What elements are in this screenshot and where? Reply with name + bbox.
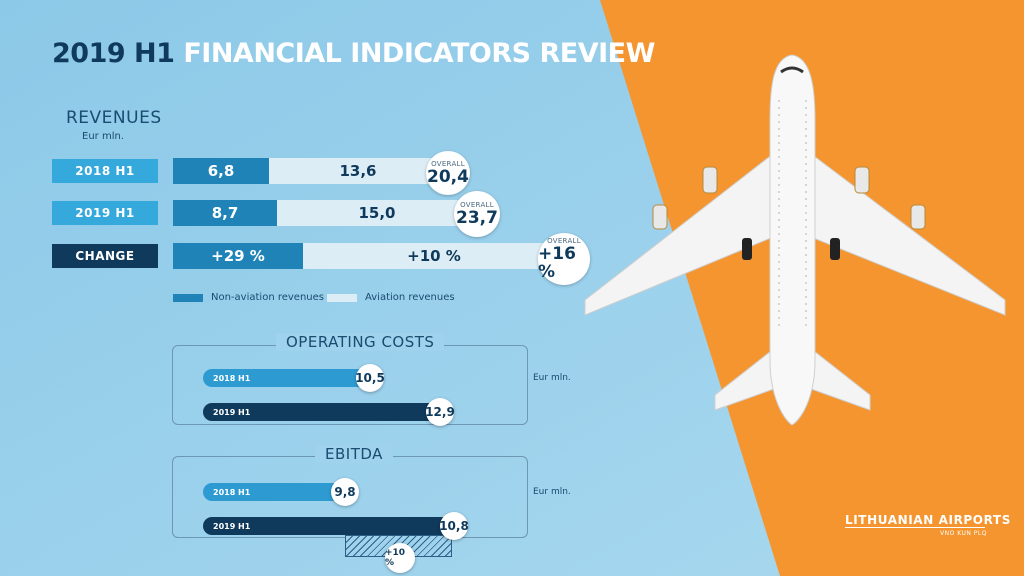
overall-caption: OVERALL xyxy=(460,201,494,209)
company-logo-codes: VNO KUN PLQ xyxy=(940,530,987,537)
overall-value: 20,4 xyxy=(427,167,469,187)
operating-costs-heading: OPERATING COSTS xyxy=(276,333,445,351)
overall-bubble-change: OVERALL +16 % xyxy=(538,233,590,285)
legend-non-aviation: Non-aviation revenues xyxy=(173,292,324,303)
revenue-row-label-2019: 2019 H1 xyxy=(52,201,158,225)
legend-swatch-light xyxy=(327,293,357,302)
page-title: 2019 H1 FINANCIAL INDICATORS REVIEW xyxy=(52,38,655,69)
ebitda-value-2019: 10,8 xyxy=(439,512,469,540)
overall-value: 23,7 xyxy=(456,208,498,228)
overall-caption: OVERALL xyxy=(547,237,581,245)
revenue-bar-non-aviation-2019: 8,7 xyxy=(173,200,277,226)
legend-label: Aviation revenues xyxy=(365,292,455,303)
opex-value-2018: 10,5 xyxy=(355,364,385,392)
legend-swatch-dark xyxy=(173,293,203,302)
ebitda-unit: Eur mln. xyxy=(533,487,571,497)
revenue-row-label-2018: 2018 H1 xyxy=(52,159,158,183)
company-logo: LITHUANIAN AIRPORTS xyxy=(845,513,1011,527)
ebitda-bar-2019: 2019 H1 xyxy=(203,517,458,535)
overall-bubble-2018: OVERALL 20,4 xyxy=(426,151,470,195)
overall-value: +16 % xyxy=(538,244,576,282)
opex-bar-2019: 2019 H1 xyxy=(203,403,443,421)
revenue-bar-aviation-2018: 13,6 xyxy=(269,158,447,184)
revenue-change-aviation: +10 % xyxy=(303,243,565,269)
revenues-unit: Eur mln. xyxy=(82,131,124,142)
ebitda-value-2018: 9,8 xyxy=(331,478,359,506)
revenue-change-non-aviation: +29 % xyxy=(173,243,303,269)
revenue-bar-aviation-2019: 15,0 xyxy=(277,200,477,226)
title-text: FINANCIAL INDICATORS REVIEW xyxy=(183,38,655,69)
revenue-bar-non-aviation-2018: 6,8 xyxy=(173,158,269,184)
legend-label: Non-aviation revenues xyxy=(211,292,324,303)
opex-value-2019: 12,9 xyxy=(425,398,455,426)
revenues-heading: REVENUES xyxy=(66,108,162,128)
opex-unit: Eur mln. xyxy=(533,373,571,383)
overall-bubble-2019: OVERALL 23,7 xyxy=(454,191,500,237)
title-year: 2019 H1 xyxy=(52,38,175,69)
logo-underline xyxy=(845,527,985,528)
ebitda-change-bubble: +10 % xyxy=(385,543,415,573)
ebitda-heading: EBITDA xyxy=(315,445,393,463)
opex-bar-2018: 2018 H1 xyxy=(203,369,373,387)
legend-aviation: Aviation revenues xyxy=(327,292,455,303)
overall-caption: OVERALL xyxy=(431,160,465,168)
ebitda-bar-2018: 2018 H1 xyxy=(203,483,348,501)
revenue-row-label-change: CHANGE xyxy=(52,244,158,268)
